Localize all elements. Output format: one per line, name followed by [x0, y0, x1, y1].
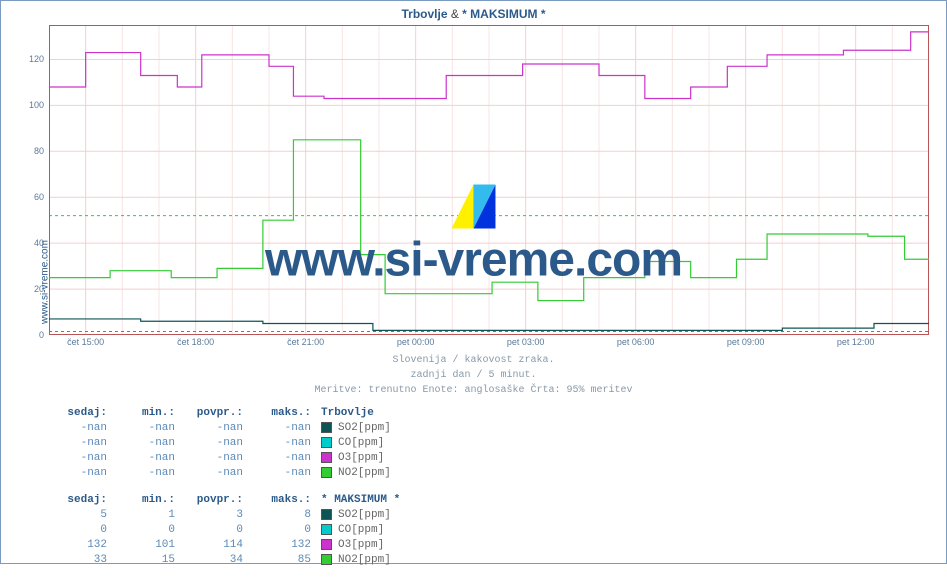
table-cell: -nan [253, 467, 321, 479]
table-cell: -nan [253, 422, 321, 434]
table-cell: 114 [185, 539, 253, 551]
table-cell: 5 [49, 509, 117, 521]
table-cell: -nan [49, 422, 117, 434]
table-cell: 0 [49, 524, 117, 536]
table-title: * MAKSIMUM * [321, 494, 400, 506]
color-swatch [321, 539, 332, 550]
subtitle-3: Meritve: trenutno Enote: anglosaške Črta… [1, 383, 946, 398]
y-tick-label: 0 [8, 330, 44, 340]
table-header: min.: [117, 407, 185, 419]
table-row: 5138SO2[ppm] [49, 507, 400, 522]
x-tick-label: čet 15:00 [67, 337, 104, 347]
legend-tables: sedaj:min.:povpr.:maks.:Trbovlje-nan-nan… [49, 405, 400, 579]
y-tick-label: 20 [8, 284, 44, 294]
x-tick-label: pet 06:00 [617, 337, 655, 347]
y-tick-label: 100 [8, 100, 44, 110]
color-swatch [321, 437, 332, 448]
table-row: -nan-nan-nan-nanSO2[ppm] [49, 420, 400, 435]
series-label: NO2[ppm] [321, 467, 391, 479]
series-label: SO2[ppm] [321, 509, 391, 521]
table-cell: -nan [49, 437, 117, 449]
x-tick-label: pet 03:00 [507, 337, 545, 347]
table-cell: 0 [253, 524, 321, 536]
chart-frame: www.si-vreme.com Trbovlje & * MAKSIMUM *… [0, 0, 947, 564]
title-amp: & [448, 7, 463, 21]
series-label: O3[ppm] [321, 452, 384, 464]
series-label: O3[ppm] [321, 539, 384, 551]
series-label: CO[ppm] [321, 524, 384, 536]
table-cell: -nan [117, 437, 185, 449]
table-cell: -nan [49, 467, 117, 479]
table-cell: -nan [185, 422, 253, 434]
table-cell: -nan [185, 452, 253, 464]
color-swatch [321, 467, 332, 478]
series-label: SO2[ppm] [321, 422, 391, 434]
table-cell: -nan [49, 452, 117, 464]
table-cell: 8 [253, 509, 321, 521]
legend-table: sedaj:min.:povpr.:maks.:Trbovlje-nan-nan… [49, 405, 400, 480]
plot-area [49, 25, 929, 335]
table-header: min.: [117, 494, 185, 506]
table-cell: 132 [253, 539, 321, 551]
table-cell: -nan [253, 437, 321, 449]
table-title: Trbovlje [321, 407, 374, 419]
y-tick-label: 80 [8, 146, 44, 156]
table-header: povpr.: [185, 407, 253, 419]
table-cell: -nan [117, 452, 185, 464]
table-header: maks.: [253, 494, 321, 506]
table-cell: 101 [117, 539, 185, 551]
table-row: -nan-nan-nan-nanNO2[ppm] [49, 465, 400, 480]
title-part1: Trbovlje [401, 7, 447, 21]
table-cell: -nan [253, 452, 321, 464]
x-tick-label: čet 21:00 [287, 337, 324, 347]
table-cell: -nan [117, 467, 185, 479]
x-ticks: čet 15:00 čet 18:00 čet 21:00 pet 00:00 pet … [49, 337, 929, 351]
title-part2: * MAKSIMUM * [462, 7, 545, 21]
x-tick-label: čet 18:00 [177, 337, 214, 347]
table-cell: -nan [185, 437, 253, 449]
subtitles: Slovenija / kakovost zraka. zadnji dan /… [1, 353, 946, 398]
table-cell: 0 [117, 524, 185, 536]
y-tick-label: 120 [8, 54, 44, 64]
color-swatch [321, 452, 332, 463]
x-tick-label: pet 09:00 [727, 337, 765, 347]
table-cell: -nan [185, 467, 253, 479]
table-cell: 3 [185, 509, 253, 521]
chart-title: Trbovlje & * MAKSIMUM * [1, 1, 946, 21]
subtitle-2: zadnji dan / 5 minut. [1, 368, 946, 383]
color-swatch [321, 509, 332, 520]
table-header: sedaj: [49, 494, 117, 506]
series-label: CO[ppm] [321, 437, 384, 449]
table-header: povpr.: [185, 494, 253, 506]
table-row: 0000CO[ppm] [49, 522, 400, 537]
x-tick-label: pet 12:00 [837, 337, 875, 347]
color-swatch [321, 524, 332, 535]
y-tick-label: 60 [8, 192, 44, 202]
table-cell: 1 [117, 509, 185, 521]
table-header: sedaj: [49, 407, 117, 419]
table-row: 33153485NO2[ppm] [49, 552, 400, 567]
table-cell: -nan [117, 422, 185, 434]
table-cell: 132 [49, 539, 117, 551]
subtitle-1: Slovenija / kakovost zraka. [1, 353, 946, 368]
legend-table: sedaj:min.:povpr.:maks.:* MAKSIMUM *5138… [49, 492, 400, 567]
y-tick-label: 40 [8, 238, 44, 248]
color-swatch [321, 554, 332, 565]
color-swatch [321, 422, 332, 433]
table-row: -nan-nan-nan-nanCO[ppm] [49, 435, 400, 450]
plot-svg [49, 25, 929, 335]
table-row: -nan-nan-nan-nanO3[ppm] [49, 450, 400, 465]
table-cell: 0 [185, 524, 253, 536]
x-tick-label: pet 00:00 [397, 337, 435, 347]
table-row: 132101114132O3[ppm] [49, 537, 400, 552]
table-header: maks.: [253, 407, 321, 419]
